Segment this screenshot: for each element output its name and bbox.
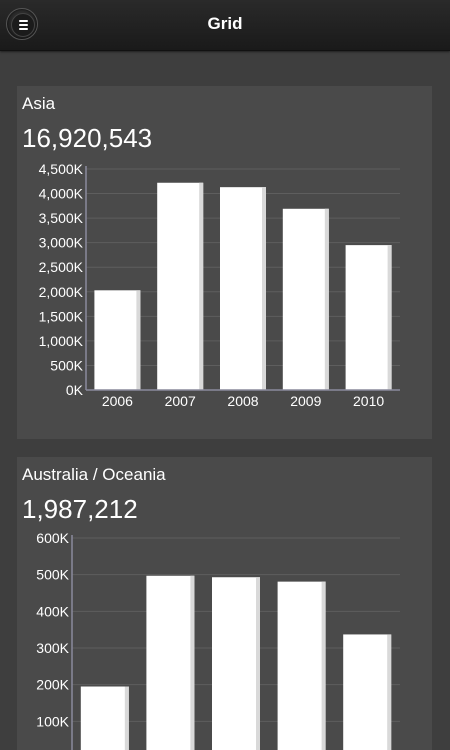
y-tick-label: 500K [50, 357, 83, 373]
bar-shade [262, 187, 266, 390]
y-tick-label: 400K [36, 603, 69, 619]
bar-shade [321, 581, 326, 750]
bar-shade [136, 290, 141, 390]
bar-2009[interactable] [282, 208, 329, 390]
y-tick-label: 600K [36, 532, 69, 546]
app-header: Grid [0, 0, 450, 51]
bar-2010[interactable] [343, 634, 392, 750]
x-tick-label: 2009 [290, 393, 321, 409]
bar-shade [199, 182, 204, 390]
chart-panel-asia: Asia 16,920,543 0K 500K 1,000K 1,500K 2,000K… [17, 86, 432, 439]
bar-shade [387, 634, 392, 750]
bar-2008[interactable] [212, 577, 260, 750]
panel-region-total: 16,920,543 [22, 123, 153, 153]
y-tick-label: 100K [36, 713, 69, 729]
bar-2006[interactable] [80, 686, 129, 750]
y-tick-label: 300K [36, 640, 69, 656]
page-title: Grid [207, 14, 243, 33]
chart-panel-australia-oceania: Australia / Oceania 1,987,212 100K 200K 30… [17, 457, 432, 750]
bar-chart-australia-oceania: 100K 200K 300K 400K 500K 600K [36, 532, 400, 750]
bar-2008[interactable] [220, 187, 266, 390]
bar-shade [190, 575, 195, 750]
y-tick-label: 0K [66, 382, 84, 398]
bar-shade [324, 208, 329, 390]
y-tick-label: 2,500K [39, 259, 84, 275]
bar-shade [387, 245, 392, 390]
bar-2007[interactable] [146, 575, 195, 750]
y-tick-label: 200K [36, 677, 69, 693]
x-tick-label: 2006 [102, 393, 133, 409]
bar-shade [256, 577, 260, 750]
x-tick-label: 2010 [353, 393, 384, 409]
y-tick-label: 3,500K [39, 210, 84, 226]
y-tick-label: 1,500K [39, 308, 84, 324]
y-tick-label: 3,000K [39, 235, 84, 251]
y-tick-label: 500K [36, 567, 69, 583]
y-tick-label: 1,000K [39, 333, 84, 349]
menu-button[interactable] [6, 8, 38, 40]
bar-2006[interactable] [94, 290, 141, 390]
x-tick-label: 2008 [227, 393, 258, 409]
y-tick-label: 4,000K [39, 186, 84, 202]
panel-region-name: Australia / Oceania [22, 465, 166, 484]
y-tick-label: 4,500K [39, 164, 84, 177]
x-tick-label: 2007 [165, 393, 196, 409]
bar-2009[interactable] [277, 581, 326, 750]
hamburger-menu-icon [11, 13, 35, 37]
bar-chart-asia: 0K 500K 1,000K 1,500K 2,000K 2,500K 3,000K 3,50… [39, 164, 400, 409]
panel-region-name: Asia [22, 94, 56, 113]
y-tick-label: 2,000K [39, 284, 84, 300]
panel-region-total: 1,987,212 [22, 494, 138, 524]
bar-2010[interactable] [345, 245, 392, 390]
bar-shade [124, 686, 129, 750]
bar-2007[interactable] [157, 182, 204, 390]
